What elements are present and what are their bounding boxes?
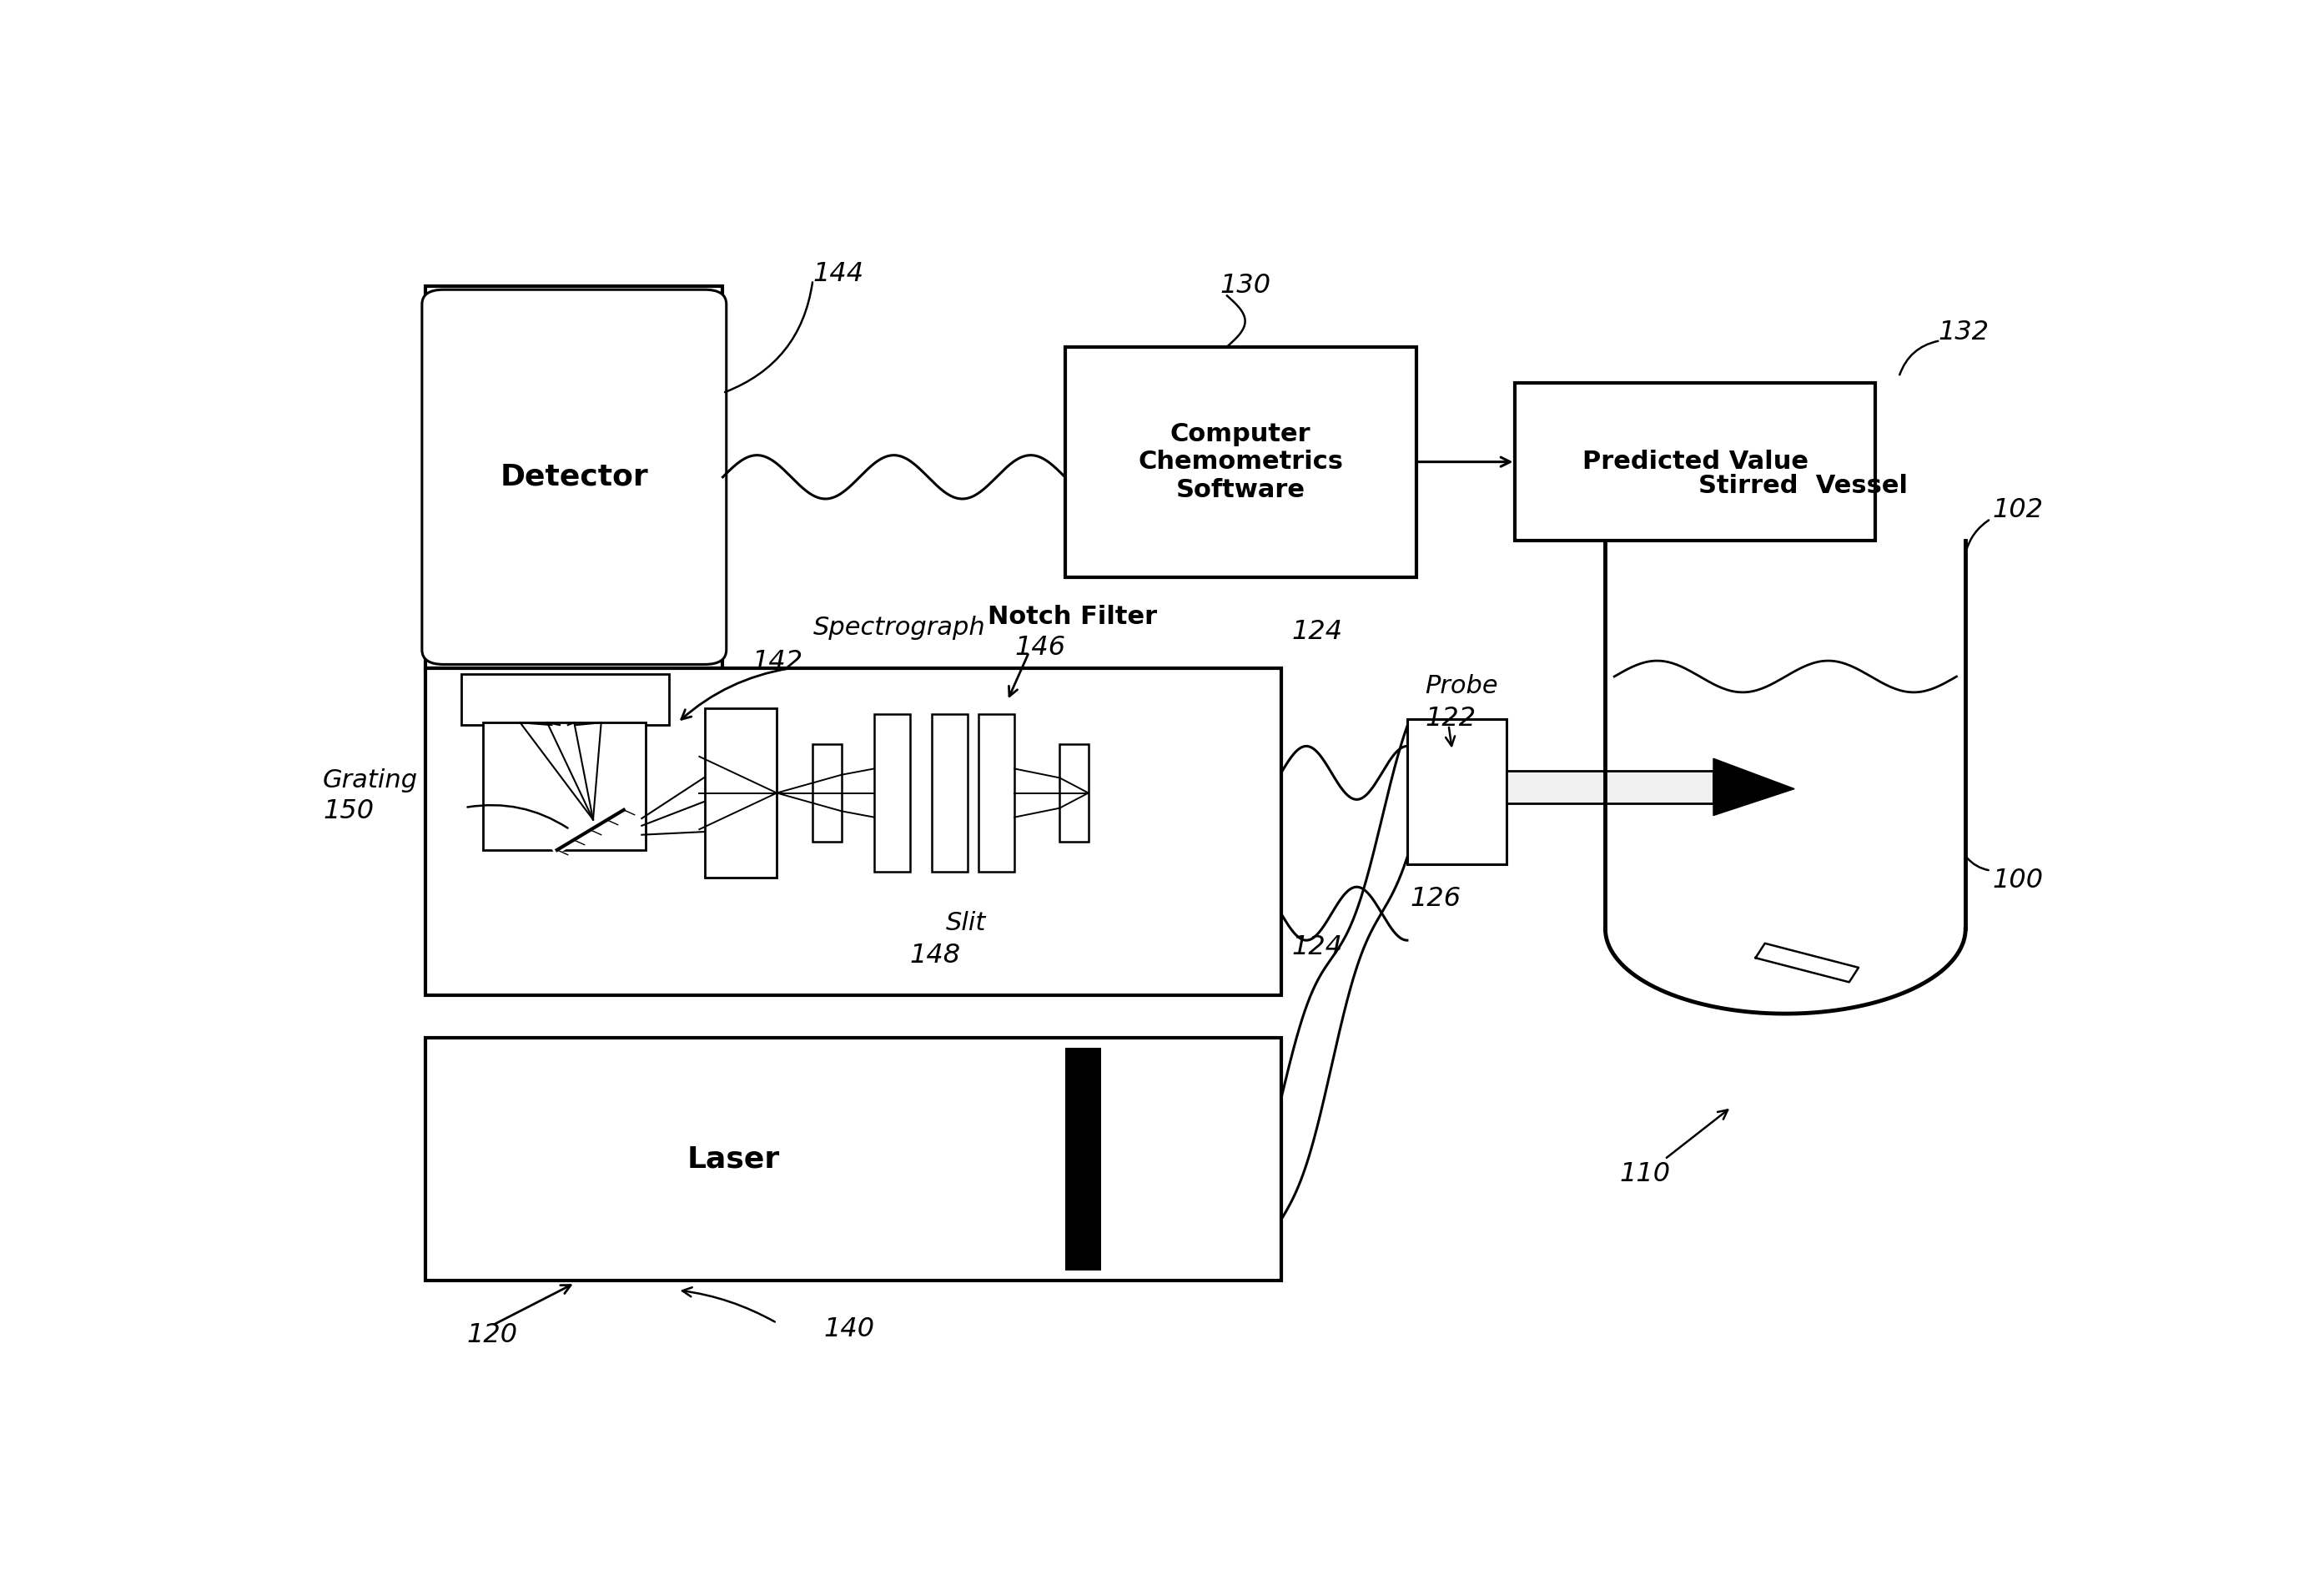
Bar [813, 745, 841, 841]
Bar [425, 1038, 1281, 1280]
Text: 124: 124 [1292, 934, 1343, 959]
Bar [932, 713, 967, 873]
Text: 146: 146 [1016, 635, 1064, 660]
Text: 148: 148 [909, 942, 960, 969]
Bar [1408, 718, 1506, 865]
Text: Detector: Detector [500, 463, 648, 491]
Text: 126: 126 [1411, 885, 1462, 912]
Bar [539, 668, 609, 693]
Bar [462, 674, 669, 724]
Bar [1064, 1047, 1102, 1271]
Text: Slit: Slit [946, 910, 985, 936]
Text: 140: 140 [823, 1317, 874, 1342]
Text: Grating: Grating [323, 769, 418, 792]
FancyBboxPatch shape [423, 290, 727, 665]
Text: Notch Filter: Notch Filter [988, 605, 1157, 628]
Text: 142: 142 [751, 649, 802, 676]
Bar [1515, 383, 1875, 540]
Bar [483, 723, 646, 850]
Bar [704, 709, 776, 877]
Text: Predicted Value: Predicted Value [1583, 450, 1808, 474]
Text: 124: 124 [1292, 619, 1343, 644]
Text: 122: 122 [1425, 706, 1476, 732]
Text: 130: 130 [1220, 272, 1271, 299]
Bar [1060, 745, 1088, 841]
Text: Probe: Probe [1425, 674, 1499, 698]
Bar [425, 287, 723, 668]
Bar [1064, 346, 1415, 576]
Text: 132: 132 [1938, 320, 1989, 345]
Bar [874, 713, 911, 873]
Text: 110: 110 [1620, 1161, 1671, 1186]
Text: 150: 150 [323, 799, 374, 824]
Text: 144: 144 [813, 261, 865, 287]
Bar [425, 668, 1281, 995]
Polygon shape [1755, 943, 1859, 983]
Text: Stirred  Vessel: Stirred Vessel [1699, 474, 1908, 498]
Text: Spectrograph: Spectrograph [813, 616, 985, 639]
Text: Laser: Laser [688, 1145, 781, 1173]
Text: Computer
Chemometrics
Software: Computer Chemometrics Software [1139, 422, 1343, 502]
Bar [978, 713, 1016, 873]
Polygon shape [1713, 759, 1794, 816]
Text: 120: 120 [467, 1321, 518, 1348]
Bar [1506, 770, 1713, 803]
Text: 102: 102 [1992, 498, 2043, 523]
Text: 100: 100 [1992, 868, 2043, 893]
